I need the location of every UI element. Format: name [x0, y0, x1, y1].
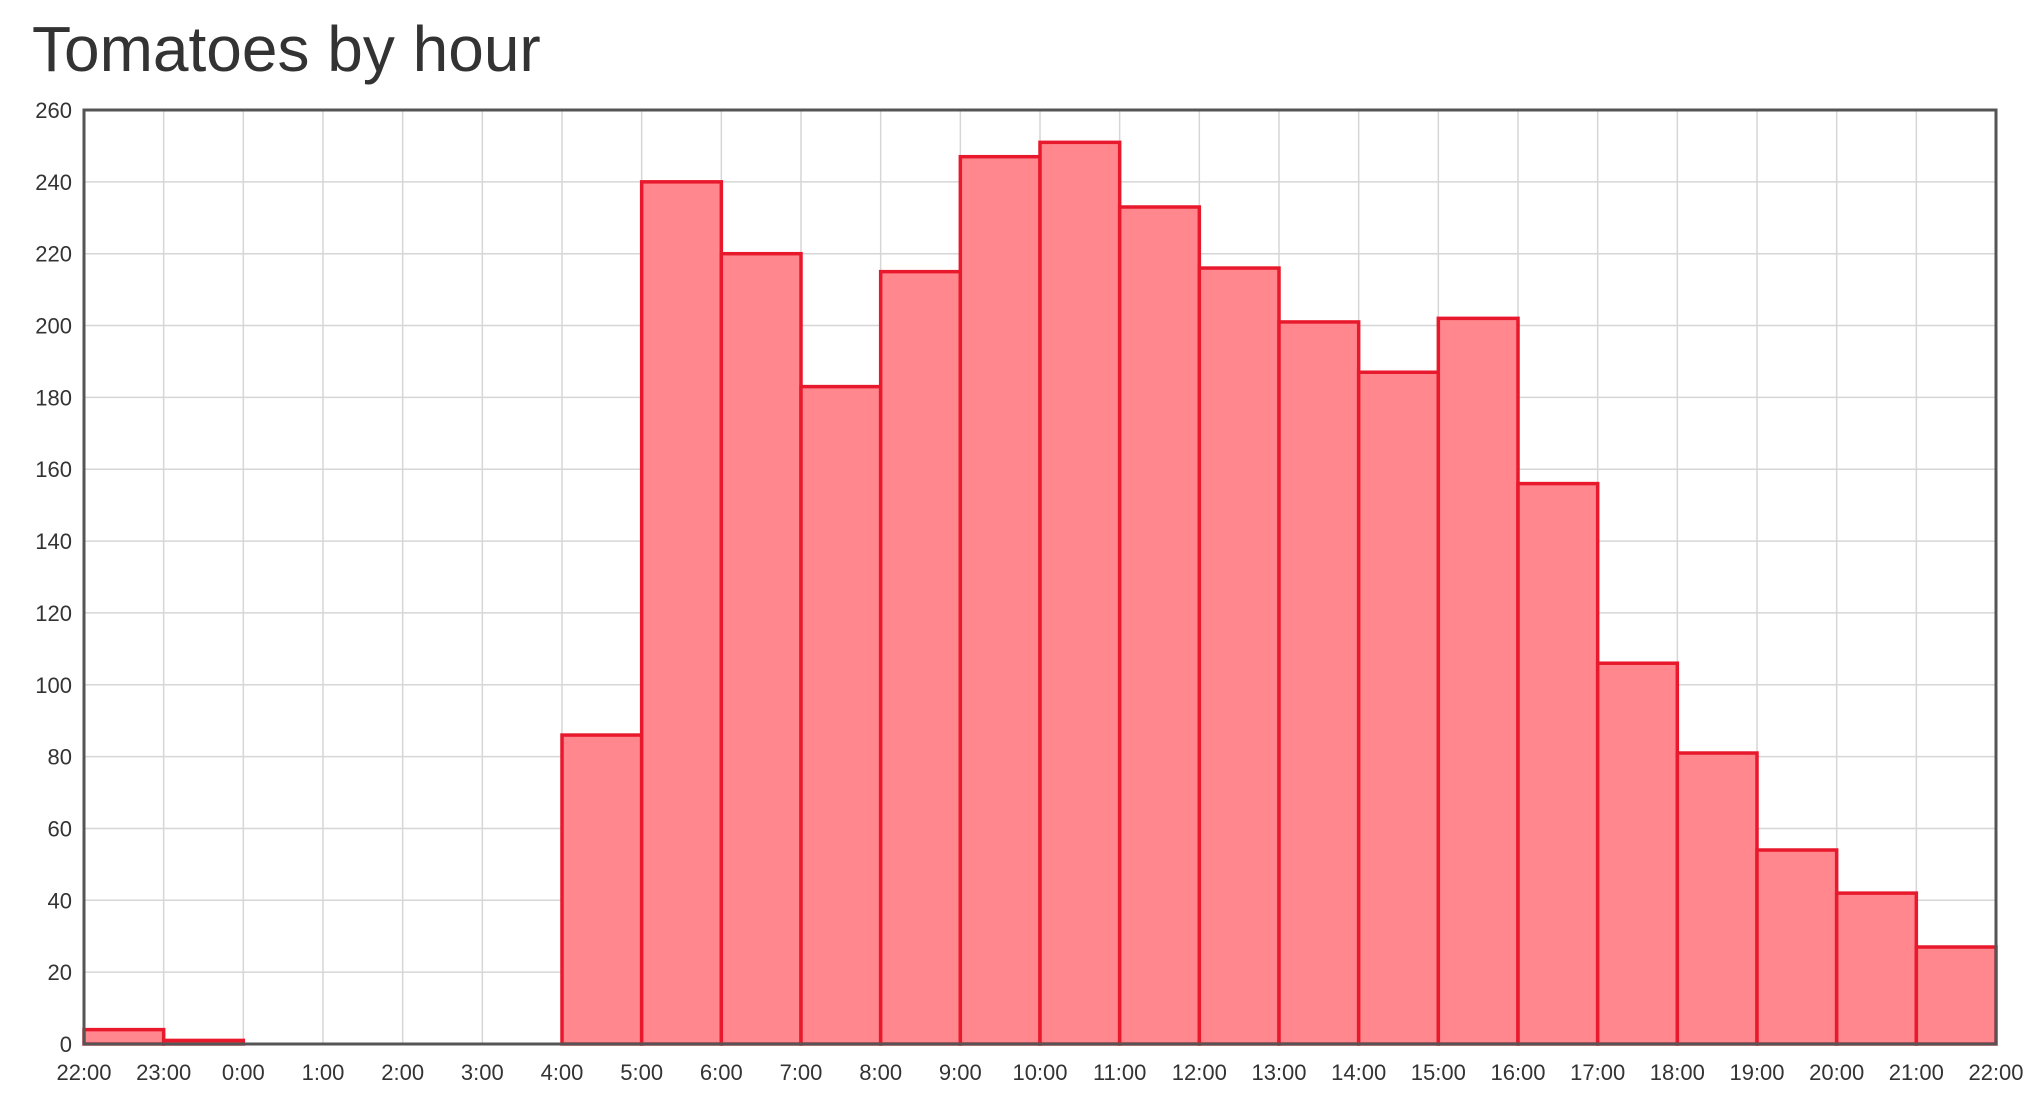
bar-13:00 [1279, 322, 1359, 1044]
x-tick-label: 0:00 [222, 1060, 265, 1085]
y-tick-label: 160 [35, 457, 72, 482]
y-tick-label: 200 [35, 314, 72, 339]
x-tick-label: 16:00 [1490, 1060, 1545, 1085]
y-tick-label: 120 [35, 601, 72, 626]
x-tick-label: 14:00 [1331, 1060, 1386, 1085]
y-tick-label: 220 [35, 242, 72, 267]
bar-6:00 [721, 254, 801, 1044]
x-tick-label: 11:00 [1093, 1060, 1146, 1085]
y-tick-label: 140 [35, 529, 72, 554]
x-tick-label: 6:00 [700, 1060, 743, 1085]
bar-7:00 [801, 387, 881, 1044]
x-tick-label: 22:00 [1968, 1060, 2023, 1085]
bar-12:00 [1199, 268, 1279, 1044]
bar-20:00 [1837, 893, 1917, 1044]
x-tick-label: 13:00 [1251, 1060, 1306, 1085]
y-tick-label: 80 [48, 745, 72, 770]
x-tick-label: 22:00 [56, 1060, 111, 1085]
bar-18:00 [1677, 753, 1757, 1044]
y-tick-label: 260 [35, 98, 72, 123]
y-tick-label: 40 [48, 888, 72, 913]
x-tick-label: 5:00 [620, 1060, 663, 1085]
x-tick-label: 15:00 [1411, 1060, 1466, 1085]
x-tick-label: 17:00 [1570, 1060, 1625, 1085]
y-tick-label: 20 [48, 960, 72, 985]
x-tick-label: 12:00 [1172, 1060, 1227, 1085]
bar-8:00 [881, 272, 961, 1044]
x-tick-label: 23:00 [136, 1060, 191, 1085]
y-tick-label: 100 [35, 673, 72, 698]
x-tick-label: 1:00 [302, 1060, 345, 1085]
bar-17:00 [1598, 663, 1678, 1044]
bar-9:00 [960, 157, 1040, 1044]
bar-21:00 [1916, 947, 1996, 1044]
y-tick-label: 240 [35, 170, 72, 195]
x-tick-label: 18:00 [1650, 1060, 1705, 1085]
x-tick-label: 21:00 [1889, 1060, 1944, 1085]
y-tick-label: 180 [35, 385, 72, 410]
bar-5:00 [642, 182, 722, 1044]
x-tick-label: 3:00 [461, 1060, 504, 1085]
bar-10:00 [1040, 142, 1120, 1044]
y-tick-label: 60 [48, 816, 72, 841]
x-tick-label: 4:00 [541, 1060, 584, 1085]
x-tick-label: 19:00 [1729, 1060, 1784, 1085]
x-tick-label: 9:00 [939, 1060, 982, 1085]
bar-22:00 [84, 1030, 164, 1044]
x-tick-label: 10:00 [1012, 1060, 1067, 1085]
x-tick-label: 7:00 [780, 1060, 823, 1085]
x-tick-label: 2:00 [381, 1060, 424, 1085]
bar-16:00 [1518, 484, 1598, 1044]
y-tick-label: 0 [60, 1032, 72, 1057]
bar-4:00 [562, 735, 642, 1044]
bars [84, 142, 1996, 1044]
bar-14:00 [1359, 372, 1439, 1044]
y-axis-ticks: 0 20 40 60 80 100 120 140 160 180 200 220 240 260 [35, 98, 72, 1057]
x-tick-label: 8:00 [859, 1060, 902, 1085]
bar-19:00 [1757, 850, 1837, 1044]
x-axis-ticks: 22:00 23:00 0:00 1:00 2:00 3:00 4:00 5:00 6:00 7:… [56, 1060, 2023, 1085]
bar-15:00 [1438, 318, 1518, 1044]
x-tick-label: 20:00 [1809, 1060, 1864, 1085]
bar-11:00 [1120, 207, 1200, 1044]
